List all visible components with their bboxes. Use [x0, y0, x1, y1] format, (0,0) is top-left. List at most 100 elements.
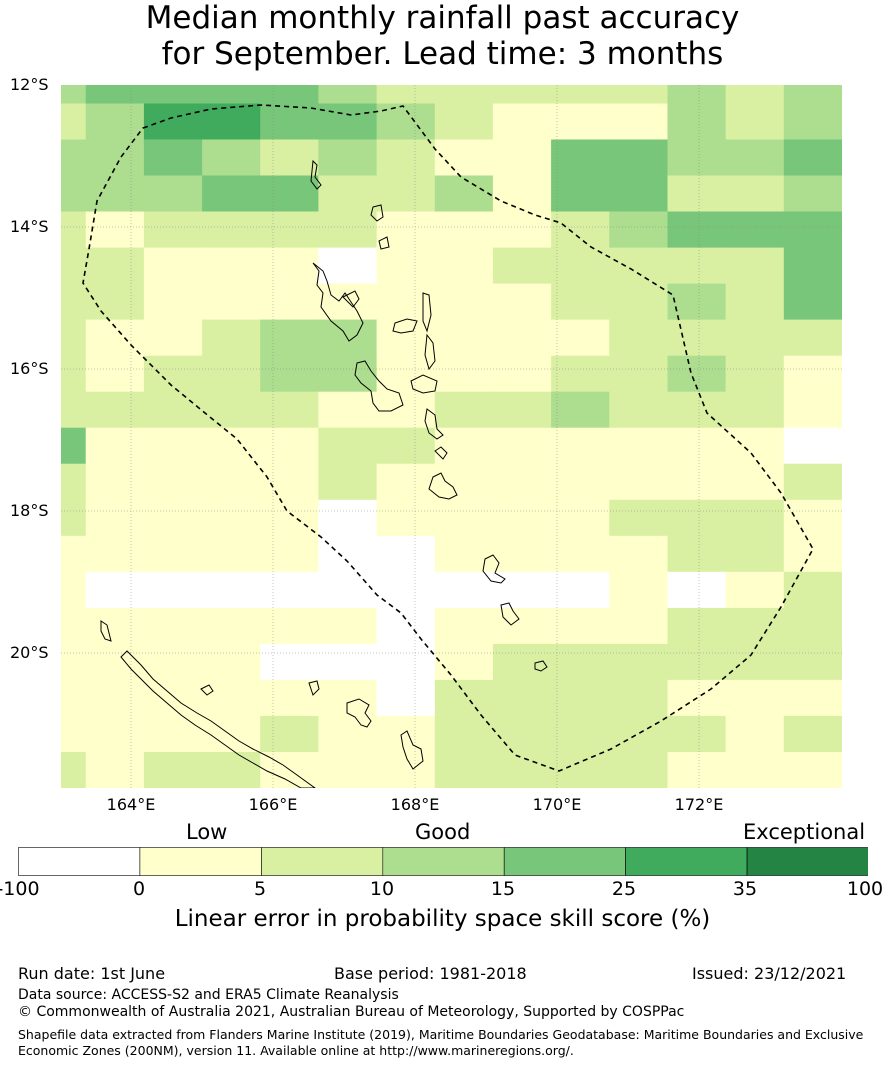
- grid-cell: [783, 139, 843, 177]
- grid-cell: [376, 175, 436, 213]
- grid-cell: [376, 679, 436, 717]
- grid-cell: [434, 319, 494, 357]
- lat-label-12s: 12°S: [10, 75, 49, 94]
- grid-cell: [27, 427, 87, 465]
- grid-cell: [143, 175, 203, 213]
- grid-cell: [27, 103, 87, 141]
- grid-cell: [434, 463, 494, 501]
- grid-cell: [260, 355, 319, 393]
- grid-cell: [783, 283, 843, 321]
- colorbar-segment: [382, 847, 505, 876]
- grid-cell: [376, 427, 436, 465]
- grid-cell: [725, 247, 785, 285]
- grid-cell: [551, 319, 610, 357]
- grid-cell: [434, 571, 494, 609]
- grid-cell: [551, 175, 610, 213]
- grid-cell: [783, 67, 843, 104]
- grid-cell: [551, 139, 610, 177]
- copyright-notice: © Commonwealth of Australia 2021, Austra…: [18, 1004, 685, 1020]
- grid-cell: [376, 67, 436, 104]
- grid-cell: [202, 355, 261, 393]
- grid-cell: [551, 535, 610, 573]
- grid-cell: [492, 103, 552, 141]
- grid-cell: [783, 247, 843, 285]
- grid-cell: [27, 319, 87, 357]
- grid-cell: [260, 319, 319, 357]
- grid-cell: [434, 499, 494, 537]
- grid-cell: [202, 427, 261, 465]
- grid-cell: [85, 283, 145, 321]
- lat-label-16s: 16°S: [10, 359, 49, 378]
- grid-cell: [783, 211, 843, 249]
- grid-cell: [260, 175, 319, 213]
- grid-cell: [492, 319, 552, 357]
- colorbar-segment: [139, 847, 262, 876]
- grid-cell: [143, 139, 203, 177]
- run-date: Run date: 1st June: [18, 964, 166, 983]
- grid-cell: [318, 211, 378, 249]
- grid-cell: [434, 175, 494, 213]
- shapefile-credit-line-2: Economic Zones (200NM), version 11. Avai…: [18, 1043, 574, 1058]
- grid-cell: [609, 715, 669, 753]
- shapefile-credit: Shapefile data extracted from Flanders M…: [18, 1027, 878, 1059]
- grid-cell: [260, 67, 319, 104]
- grid-cell: [202, 283, 261, 321]
- lat-label-14s: 14°S: [10, 217, 49, 236]
- grid-cell: [492, 391, 552, 429]
- grid-cell: [551, 643, 610, 681]
- grid-cell: [260, 283, 319, 321]
- grid-cell: [260, 679, 319, 717]
- grid-cell: [85, 319, 145, 357]
- grid-cell: [318, 752, 378, 789]
- grid-cell: [318, 67, 378, 104]
- grid-cell: [434, 103, 494, 141]
- grid-cell: [783, 427, 843, 465]
- grid-cell: [725, 752, 785, 789]
- grid-cell: [609, 463, 669, 501]
- grid-cell: [85, 752, 145, 789]
- grid-cell: [492, 535, 552, 573]
- grid-cell: [609, 319, 669, 357]
- grid-cell: [376, 355, 436, 393]
- grid-cell: [725, 535, 785, 573]
- grid-cell: [143, 752, 203, 789]
- grid-cell: [143, 67, 203, 104]
- grid-cell: [27, 463, 87, 501]
- grid-cell: [27, 283, 87, 321]
- grid-cell: [318, 139, 378, 177]
- grid-cell: [143, 247, 203, 285]
- grid-cell: [27, 499, 87, 537]
- colorbar-tick-minus100: -100: [0, 878, 40, 900]
- grid-cell: [85, 499, 145, 537]
- grid-cell: [783, 319, 843, 357]
- grid-cell: [551, 103, 610, 141]
- grid-cell: [609, 752, 669, 789]
- grid-cell: [260, 463, 319, 501]
- grid-cell: [27, 679, 87, 717]
- grid-cell: [85, 175, 145, 213]
- grid-cell: [202, 535, 261, 573]
- grid-cell: [85, 535, 145, 573]
- title-line-2: for September. Lead time: 3 months: [161, 36, 724, 72]
- grid-cell: [492, 139, 552, 177]
- grid-cell: [143, 103, 203, 141]
- grid-cell: [27, 139, 87, 177]
- grid-cell: [609, 139, 669, 177]
- grid-cell: [725, 499, 785, 537]
- grid-cell: [725, 211, 785, 249]
- grid-cell: [609, 211, 669, 249]
- grid-cell: [434, 679, 494, 717]
- grid-cell: [434, 535, 494, 573]
- grid-cell: [667, 427, 727, 465]
- legend-word-low: Low: [186, 820, 228, 844]
- grid-cell: [783, 391, 843, 429]
- grid-cell: [260, 211, 319, 249]
- grid-cell: [667, 499, 727, 537]
- grid-cell: [318, 427, 378, 465]
- grid-cell: [85, 643, 145, 681]
- grid-cell: [551, 211, 610, 249]
- grid-cell: [318, 679, 378, 717]
- grid-cell: [85, 715, 145, 753]
- grid-cell: [667, 139, 727, 177]
- grid-cell: [725, 103, 785, 141]
